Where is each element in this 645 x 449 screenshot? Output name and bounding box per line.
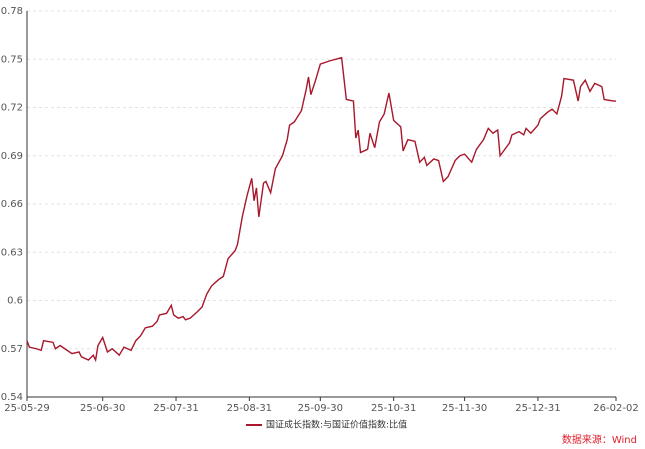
x-tick-label: 25-09-30 [298, 403, 343, 414]
x-tick-label: 25-08-31 [227, 403, 272, 414]
legend-label: 国证成长指数:与国证价值指数:比值 [266, 419, 407, 431]
y-tick-label: 0.6 [7, 296, 23, 307]
x-tick-label: 25-10-31 [371, 403, 416, 414]
x-tick-label: 25-06-30 [80, 403, 125, 414]
x-tick-label: 25-12-31 [515, 403, 560, 414]
y-tick-label: 0.69 [1, 151, 23, 162]
y-tick-label: 0.57 [1, 344, 23, 355]
y-tick-label: 0.63 [1, 247, 23, 258]
x-tick-label: 25-11-30 [442, 403, 487, 414]
legend: 国证成长指数:与国证价值指数:比值 [246, 419, 407, 431]
x-tick-label: 25-07-31 [153, 403, 198, 414]
y-tick-label: 0.78 [1, 6, 23, 17]
y-tick-label: 0.54 [1, 392, 23, 403]
x-tick-label: 25-05-29 [4, 403, 49, 414]
source: 数据来源：Wind [562, 433, 637, 446]
y-tick-label: 0.75 [1, 54, 23, 65]
y-tick-label: 0.72 [1, 103, 23, 114]
data-line [26, 56, 616, 363]
y-tick-label: 0.66 [1, 199, 23, 210]
x-tick-label: 26-02-02 [593, 403, 638, 414]
